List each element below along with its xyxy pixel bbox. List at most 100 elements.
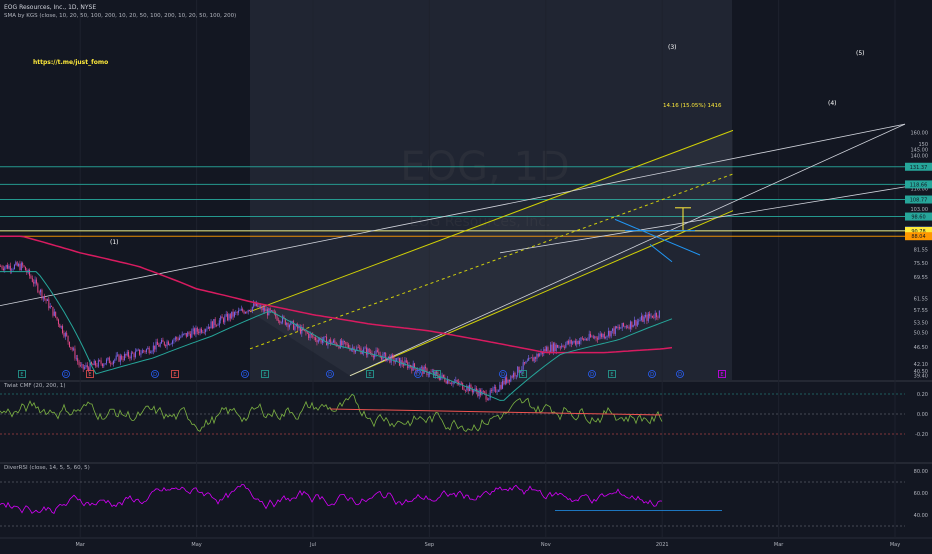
candle-body [613,328,615,334]
price-tick-label: 69.55 [914,275,928,281]
candle-body [423,366,425,374]
candle-body [243,311,245,314]
candle-body [103,364,105,367]
header-sma: SMA by KGS (close, 10, 20, 50, 100, 200,… [4,13,236,19]
candle-body [533,357,535,362]
dividend-marker [648,370,656,378]
price-label: 88.04 [911,234,925,240]
candle-body [338,345,340,349]
candle-body [33,281,35,284]
candle-body [570,340,572,344]
candle-body [117,354,119,356]
candle-body [272,310,274,313]
candle-body [642,315,644,322]
sma-50-line [0,271,673,401]
candle-body [572,342,574,344]
candle-body [464,390,466,391]
candle-body [49,306,51,309]
candle-body [415,367,417,372]
candle-body [609,330,611,337]
candle-body [592,336,594,338]
candle-body [404,360,406,366]
dividend-marker [676,370,684,378]
dividend-marker [62,370,70,378]
price-label-bg [905,232,932,241]
candle-body [315,337,317,341]
dividend-marker [326,370,334,378]
candle-body [206,328,208,330]
candle-body [30,275,32,279]
candle-body [99,360,101,361]
candle-body [23,265,25,267]
candle-body [313,337,315,338]
candle-body [565,343,567,348]
candle-body [152,345,154,352]
candle-body [434,371,436,376]
candle-body [526,360,528,362]
candle-body [144,351,146,352]
candle-body [555,344,557,352]
candle-body [528,357,530,361]
dividend-marker [151,370,159,378]
candle-body [376,350,378,352]
candle-body [15,262,17,265]
candle-body [115,355,117,360]
candle-body [110,363,112,364]
candle-body [492,388,494,392]
rsi-title: DiverRSI (close, 14, 5, 5, 60, 5) [4,465,90,471]
candle-body [107,357,109,360]
price-tick-label: 103.00 [911,207,929,213]
candle-body [629,321,631,329]
candle-body [356,347,358,351]
candle-body [561,345,563,348]
candle-body [155,341,157,350]
candle-body [647,313,649,321]
candle-body [1,266,3,269]
candle-body [169,343,171,345]
candle-body [568,340,570,344]
candle-body [12,269,14,270]
candle-body [75,358,77,359]
event-marker-glyph: D [416,372,420,378]
candle-body [508,379,510,382]
candle-body [132,352,134,354]
candle-body [535,357,537,359]
candle-body [251,306,253,312]
channel-fill [250,130,733,376]
candle-body [238,310,240,313]
candle-body [90,361,92,365]
candle-body [547,347,549,352]
cmf-tick-label: 0.00 [917,412,928,418]
event-marker-glyph: E [173,372,176,378]
candle-body [470,384,472,390]
candle-body [394,361,396,363]
candle-body [48,299,50,309]
candle-body [554,343,556,352]
candle-body [372,355,374,358]
time-tick-label: 2021 [656,542,669,548]
candle-body [246,312,248,313]
candle-body [24,266,26,271]
candle-body [441,374,443,378]
telegram-link[interactable]: https://t.me/just_fomo [33,59,108,66]
candle-body [343,340,345,342]
candle-body [198,331,200,334]
candle-body [203,331,205,333]
header-symbol: EOG Resources, Inc., 1D, NYSE [4,4,96,11]
time-tick-label: Sep [425,542,434,548]
earnings-marker [18,370,26,378]
candle-body [62,325,64,334]
candle-body [173,339,175,341]
candle-body [427,374,429,376]
candle-body [294,326,296,330]
candle-body [96,365,98,367]
price-tick-label: 116.00 [911,186,929,192]
candle-body [177,338,179,340]
candle-body [293,321,295,330]
candle-body [41,289,43,299]
candle-body [374,353,376,358]
candle-body [546,347,548,351]
